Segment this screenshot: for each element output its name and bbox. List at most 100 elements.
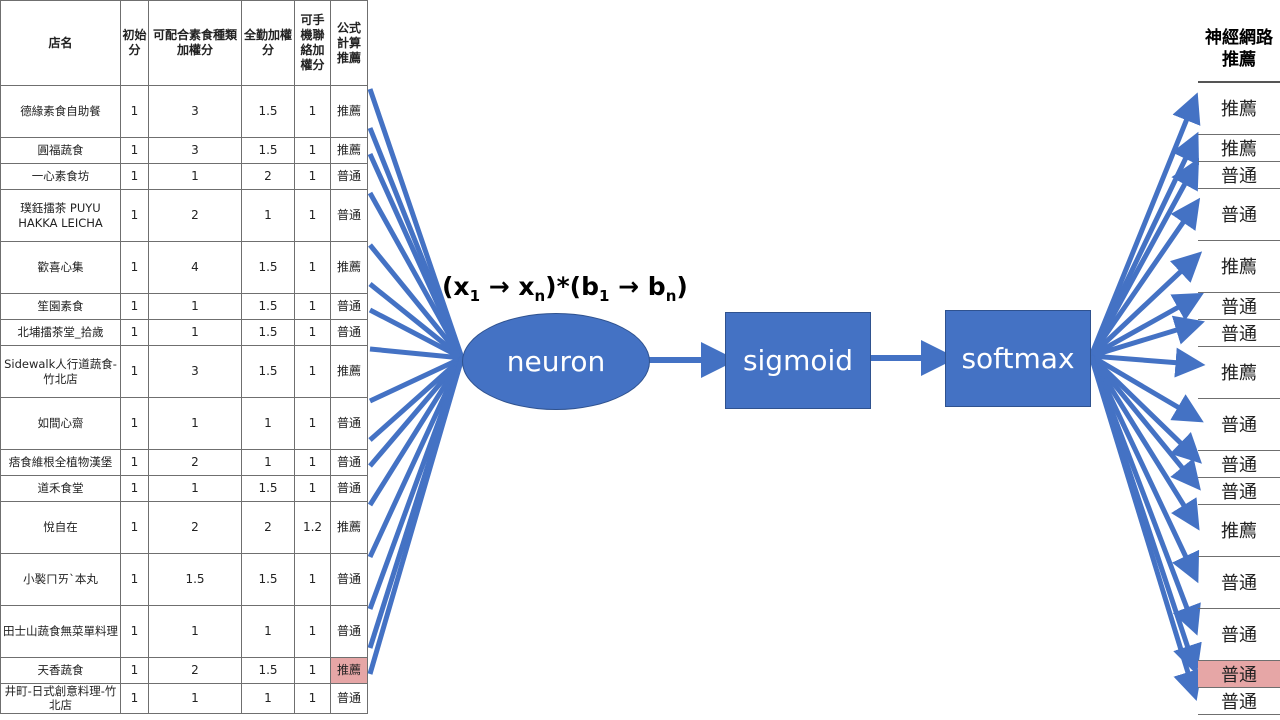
output-table-row: 普通 bbox=[1198, 659, 1280, 688]
veg-type-weight-cell: 3 bbox=[148, 85, 242, 138]
phone-contact-weight-cell: 1 bbox=[294, 345, 331, 398]
attendance-weight-cell: 1.5 bbox=[241, 241, 295, 294]
formula-recommendation-cell: 普通 bbox=[330, 449, 368, 476]
output-table-row: 普通 bbox=[1198, 160, 1280, 189]
sigmoid-label: sigmoid bbox=[742, 344, 854, 377]
input-connection-line bbox=[367, 356, 465, 507]
nn-recommendation-cell: 推薦 bbox=[1198, 503, 1280, 557]
input-connection-line bbox=[367, 191, 465, 360]
header-formula-recommendation: 公式計算推薦 bbox=[330, 0, 368, 86]
output-table-row: 普通 bbox=[1198, 476, 1280, 505]
output-connection-arrow bbox=[1088, 354, 1200, 531]
formula-recommendation-cell: 普通 bbox=[330, 397, 368, 450]
sigmoid-node: sigmoid bbox=[725, 312, 871, 409]
neural-network-output-table: 神經網路推薦 推薦 推薦 普通 普通 推薦 普通 普通 推薦 普通 普通 普通 推薦 普通 普通 普通 普通 bbox=[1198, 0, 1280, 715]
source-table-row: 田士山蔬食無菜單料理 1 1 1 1 普通 bbox=[0, 605, 368, 658]
store-name-cell: 道禾食堂 bbox=[0, 475, 121, 502]
attendance-weight-cell: 1.5 bbox=[241, 319, 295, 346]
output-table-header-row: 神經網路推薦 bbox=[1198, 0, 1280, 83]
phone-contact-weight-cell: 1 bbox=[294, 605, 331, 658]
input-connection-line bbox=[368, 355, 464, 404]
output-table-row: 普通 bbox=[1198, 187, 1280, 241]
store-name-cell: 一心素食坊 bbox=[0, 163, 121, 190]
attendance-weight-cell: 1 bbox=[241, 449, 295, 476]
phone-contact-weight-cell: 1 bbox=[294, 241, 331, 294]
output-table-row: 推薦 bbox=[1198, 345, 1280, 399]
output-table-row: 推薦 bbox=[1198, 81, 1280, 135]
input-connection-line bbox=[368, 243, 464, 360]
nn-recommendation-cell: 普通 bbox=[1198, 318, 1280, 347]
output-connection-arrow bbox=[1088, 354, 1200, 584]
input-connection-line bbox=[367, 152, 465, 360]
store-name-cell: 痞食維根全植物漢堡 bbox=[0, 449, 121, 476]
formula-recommendation-cell: 推薦 bbox=[330, 137, 368, 164]
output-connection-arrow bbox=[1089, 292, 1204, 359]
attendance-weight-cell: 1 bbox=[241, 397, 295, 450]
output-table-row: 普通 bbox=[1198, 686, 1280, 715]
nn-recommendation-cell: 普通 bbox=[1198, 686, 1280, 715]
phone-contact-weight-cell: 1.2 bbox=[294, 501, 331, 554]
store-name-cell: 璞鈺擂茶 PUYU HAKKA LEICHA bbox=[0, 189, 121, 242]
output-table-row: 普通 bbox=[1198, 291, 1280, 320]
output-table-row: 推薦 bbox=[1198, 239, 1280, 293]
nn-recommendation-cell: 普通 bbox=[1198, 607, 1280, 661]
base-score-cell: 1 bbox=[120, 605, 149, 658]
veg-type-weight-cell: 1 bbox=[148, 475, 242, 502]
output-connection-arrow bbox=[1090, 347, 1206, 378]
input-connection-line bbox=[367, 356, 465, 559]
nn-recommendation-cell: 推薦 bbox=[1198, 239, 1280, 293]
attendance-weight-cell: 2 bbox=[241, 501, 295, 554]
output-connection-arrow bbox=[1089, 354, 1202, 464]
output-table-row: 普通 bbox=[1198, 449, 1280, 478]
neuron-node: neuron bbox=[462, 313, 650, 410]
source-table-row: 圓福蔬食 1 3 1.5 1 推薦 bbox=[0, 137, 368, 164]
formula-recommendation-cell: 推薦 bbox=[330, 657, 368, 684]
nn-recommendation-cell: 普通 bbox=[1198, 160, 1280, 189]
store-name-cell: 天香蔬食 bbox=[0, 657, 121, 684]
weighted-sum-formula: (x1 → xn)*(b1 → bn) bbox=[442, 272, 688, 305]
input-connection-line bbox=[369, 346, 463, 361]
nn-recommendation-cell: 普通 bbox=[1198, 555, 1280, 609]
nn-recommendation-cell: 普通 bbox=[1198, 659, 1280, 688]
header-veg-type-weight: 可配合素食種類加權分 bbox=[148, 0, 242, 86]
output-table-row: 普通 bbox=[1198, 318, 1280, 347]
store-name-cell: 悅自在 bbox=[0, 501, 121, 554]
softmax-node: softmax bbox=[945, 310, 1091, 407]
veg-type-weight-cell: 4 bbox=[148, 241, 242, 294]
attendance-weight-cell: 1.5 bbox=[241, 345, 295, 398]
nn-recommendation-cell: 普通 bbox=[1198, 476, 1280, 505]
attendance-weight-cell: 1 bbox=[241, 683, 295, 714]
base-score-cell: 1 bbox=[120, 189, 149, 242]
nn-recommendation-cell: 推薦 bbox=[1198, 81, 1280, 135]
formula-recommendation-cell: 普通 bbox=[330, 605, 368, 658]
store-name-cell: 井町-日式創意料理-竹北店 bbox=[0, 683, 121, 714]
input-arrows bbox=[367, 88, 465, 675]
source-table-row: 一心素食坊 1 1 2 1 普通 bbox=[0, 163, 368, 190]
source-table-row: 天香蔬食 1 2 1.5 1 推薦 bbox=[0, 657, 368, 684]
header-store-name: 店名 bbox=[0, 0, 121, 86]
nn-recommendation-cell: 普通 bbox=[1198, 397, 1280, 451]
store-name-cell: 小褧ㄇㄞˋ本丸 bbox=[0, 553, 121, 606]
nn-recommendation-cell: 普通 bbox=[1198, 187, 1280, 241]
output-table-row: 普通 bbox=[1198, 555, 1280, 609]
attendance-weight-cell: 1.5 bbox=[241, 137, 295, 164]
output-table-row: 普通 bbox=[1198, 607, 1280, 661]
veg-type-weight-cell: 2 bbox=[148, 501, 242, 554]
store-name-cell: 如間心齋 bbox=[0, 397, 121, 450]
nn-recommendation-cell: 普通 bbox=[1198, 449, 1280, 478]
base-score-cell: 1 bbox=[120, 293, 149, 320]
output-connection-arrow bbox=[1088, 355, 1203, 701]
attendance-weight-cell: 1 bbox=[241, 189, 295, 242]
header-attendance-weight: 全勤加權分 bbox=[241, 0, 295, 86]
source-table-row: 道禾食堂 1 1 1.5 1 普通 bbox=[0, 475, 368, 502]
veg-type-weight-cell: 2 bbox=[148, 657, 242, 684]
output-connection-arrow bbox=[1089, 354, 1201, 491]
header-nn-recommendation: 神經網路推薦 bbox=[1198, 0, 1280, 83]
phone-contact-weight-cell: 1 bbox=[294, 85, 331, 138]
formula-recommendation-cell: 普通 bbox=[330, 319, 368, 346]
phone-contact-weight-cell: 1 bbox=[294, 657, 331, 684]
output-arrows bbox=[1088, 92, 1206, 701]
nn-recommendation-cell: 普通 bbox=[1198, 291, 1280, 320]
